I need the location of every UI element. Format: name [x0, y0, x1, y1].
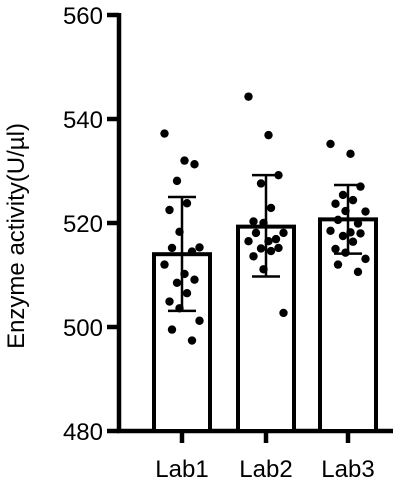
data-point-Lab3-14	[348, 237, 358, 246]
data-point-Lab2-0	[244, 92, 253, 101]
data-point-Lab2-10	[244, 237, 253, 246]
y-tick-label-1: 500	[63, 315, 103, 342]
x-ticks: Lab1 Lab2 Lab3	[155, 431, 375, 483]
data-point-Lab3-15	[331, 244, 340, 254]
data-point-Lab2-7	[279, 228, 288, 238]
y-tick-label-2: 520	[63, 211, 103, 238]
data-point-Lab2-15	[249, 252, 258, 261]
data-point-Lab1-0	[160, 129, 169, 138]
data-points	[160, 92, 370, 345]
y-axis-title: Enzyme activity(U/µl)	[3, 123, 30, 349]
data-point-Lab3-18	[333, 260, 343, 269]
data-point-Lab3-0	[326, 139, 335, 149]
data-point-Lab2-17	[279, 308, 288, 318]
x-tick-label-Lab3: Lab3	[321, 456, 374, 483]
data-point-Lab1-7	[195, 243, 204, 252]
data-point-Lab2-4	[266, 203, 276, 213]
data-point-Lab1-11	[180, 269, 189, 279]
data-point-Lab1-16	[175, 304, 184, 313]
x-tick-label-Lab1: Lab1	[155, 456, 208, 483]
data-point-Lab1-19	[187, 336, 197, 345]
data-point-Lab3-2	[356, 182, 365, 191]
error-bars	[168, 173, 362, 313]
data-point-Lab2-1	[264, 130, 273, 140]
data-point-Lab1-6	[175, 227, 184, 237]
data-point-Lab2-3	[256, 179, 266, 188]
data-point-Lab3-9	[353, 219, 363, 228]
data-point-Lab1-1	[180, 156, 189, 165]
data-point-Lab3-10	[326, 226, 335, 235]
data-point-Lab3-5	[331, 199, 340, 208]
data-point-Lab3-17	[361, 254, 370, 264]
data-point-Lab1-17	[195, 316, 204, 325]
data-point-Lab1-12	[190, 275, 199, 284]
data-point-Lab3-1	[346, 149, 355, 159]
data-point-Lab3-3	[338, 190, 348, 200]
data-point-Lab2-16	[259, 265, 268, 274]
data-point-Lab2-14	[266, 246, 276, 256]
data-point-Lab1-10	[160, 260, 169, 269]
data-point-Lab3-13	[338, 231, 348, 241]
data-point-Lab2-13	[256, 244, 266, 253]
data-point-Lab3-19	[353, 267, 363, 277]
data-point-Lab1-3	[172, 176, 182, 186]
data-point-Lab3-16	[341, 248, 350, 257]
data-point-Lab2-6	[259, 218, 268, 228]
x-tick-label-Lab2: Lab2	[239, 456, 292, 483]
data-point-Lab2-5	[249, 217, 258, 226]
data-point-Lab1-13	[172, 278, 182, 287]
y-tick-label-3: 540	[63, 107, 103, 134]
data-point-Lab1-2	[190, 160, 199, 169]
y-tick-label-4: 560	[63, 3, 103, 30]
data-point-Lab3-8	[333, 215, 343, 225]
data-point-Lab3-6	[341, 206, 350, 216]
data-point-Lab1-8	[167, 243, 177, 253]
data-point-Lab1-5	[165, 205, 174, 215]
data-point-Lab2-12	[274, 243, 283, 253]
data-point-Lab3-12	[356, 229, 365, 238]
data-point-Lab3-7	[361, 207, 370, 216]
data-point-Lab2-11	[264, 237, 273, 246]
data-point-Lab2-2	[274, 170, 283, 180]
data-point-Lab1-18	[167, 325, 177, 334]
data-point-Lab1-4	[182, 199, 192, 208]
data-point-Lab1-15	[165, 297, 174, 306]
data-point-Lab1-9	[187, 247, 197, 256]
data-point-Lab1-14	[182, 289, 192, 298]
data-point-Lab2-8	[251, 228, 261, 238]
data-point-Lab3-11	[346, 228, 355, 237]
y-ticks: 480 500 520 540 560	[63, 3, 119, 446]
data-point-Lab2-9	[271, 234, 281, 244]
data-point-Lab3-4	[348, 195, 358, 205]
y-tick-label-0: 480	[63, 419, 103, 446]
